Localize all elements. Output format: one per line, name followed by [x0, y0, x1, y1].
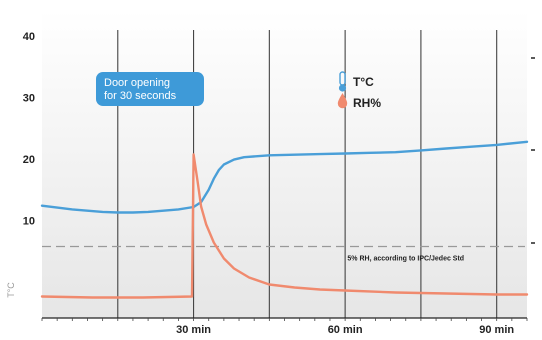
- x-axis: 30 min 60 min 90 min: [41, 317, 528, 336]
- temperature-line: [40, 140, 529, 214]
- humidity-line: [40, 153, 529, 299]
- x-tick-label: 90 min: [479, 324, 514, 336]
- x-tick-label: 30 min: [176, 324, 211, 336]
- right-axis-ticks: [531, 57, 535, 244]
- y-tick-label: 30: [23, 93, 35, 105]
- reference-line-group: 5% RH, according to IPC/Jedec Std: [42, 245, 525, 263]
- annotation-badge: Door opening for 30 seconds: [96, 72, 204, 106]
- series-lines: [40, 140, 529, 299]
- y-tick-label: 20: [23, 154, 35, 166]
- water-drop-icon: [337, 93, 348, 109]
- annotation-text-line-2: for 30 seconds: [104, 90, 177, 102]
- annotation-box: [96, 72, 204, 106]
- legend-label-temperature: T°C: [353, 75, 374, 89]
- x-tick-label: 60 min: [328, 324, 363, 336]
- annotation-text-line-1: Door opening: [104, 77, 170, 89]
- y-axis-ticks: 10 20 30 40: [23, 31, 35, 228]
- legend: T°C RH%: [337, 71, 381, 110]
- plot-background: [42, 10, 527, 318]
- y-axis-label: T°C: [6, 282, 16, 298]
- reference-line-label: 5% RH, according to IPC/Jedec Std: [347, 256, 464, 263]
- thermometer-icon: [338, 71, 347, 92]
- y-tick-label: 40: [23, 31, 35, 43]
- y-tick-label: 10: [23, 216, 35, 228]
- legend-label-humidity: RH%: [353, 96, 381, 110]
